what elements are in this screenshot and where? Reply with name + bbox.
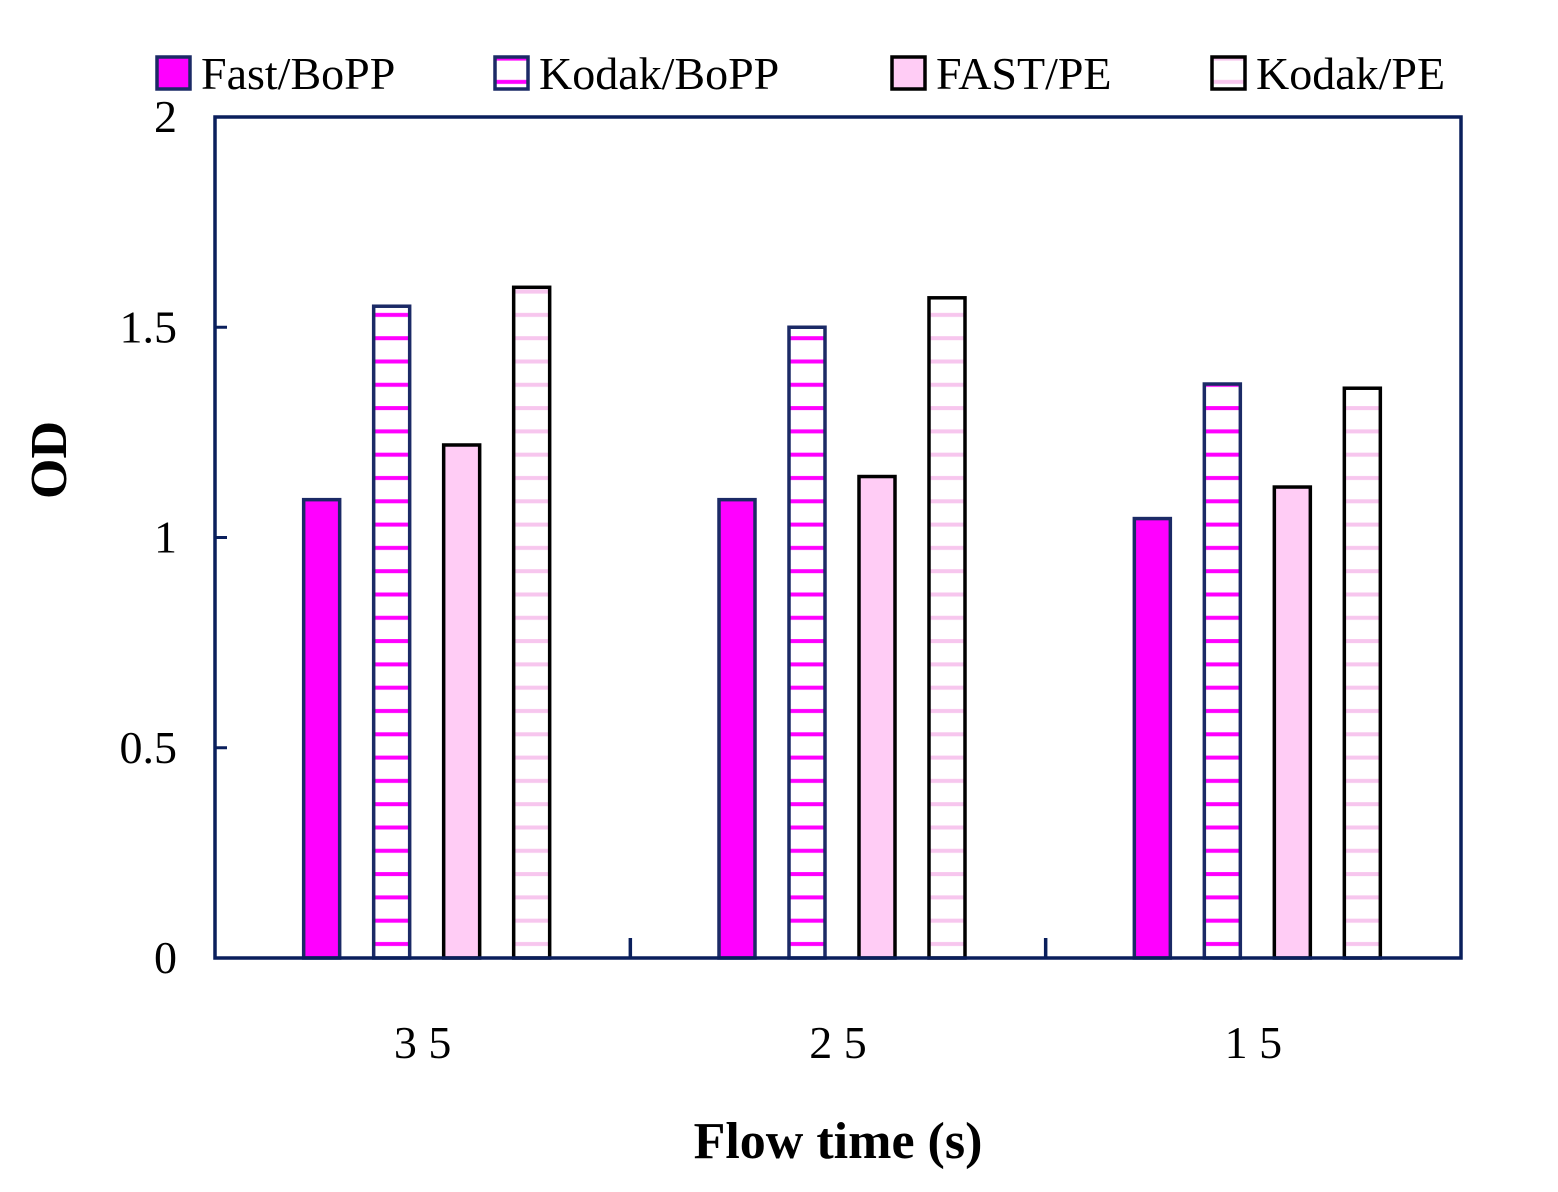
y-tick-label: 1.5 <box>120 301 178 352</box>
y-tick-label: 2 <box>154 91 177 142</box>
bar-fast-pe-3-5 <box>441 443 482 960</box>
bar-fast-bopp-1-5 <box>1132 516 1173 960</box>
bar-kodak-bopp-2-5 <box>787 325 827 960</box>
labels: 0 0.5 1 1.5 2 3 5 2 5 1 5 Flow time (s) OD <box>21 91 1282 1170</box>
x-tick-label-3-5: 3 5 <box>394 1017 452 1068</box>
legend-swatch-kodak-pe <box>1210 55 1247 91</box>
bar-fast-bopp-2-5 <box>717 497 757 960</box>
bar-fast-pe-2-5 <box>857 474 897 960</box>
legend-label-fast-bopp: Fast/BoPP <box>201 48 395 99</box>
legend-label-kodak-pe: Kodak/PE <box>1256 48 1445 99</box>
bar-fast-bopp-3-5 <box>301 497 342 960</box>
bar-kodak-bopp-1-5 <box>1202 382 1243 960</box>
x-tick-label-1-5: 1 5 <box>1225 1017 1283 1068</box>
legend-swatch-fast-bopp <box>155 55 192 91</box>
y-axis-title: OD <box>21 421 78 499</box>
y-tick-label: 1 <box>154 512 177 563</box>
axes <box>213 115 1463 960</box>
x-axis-title: Flow time (s) <box>694 1113 983 1170</box>
legend-entry-fast-pe: FAST/PE <box>890 48 1112 99</box>
y-tick-label: 0 <box>154 932 177 983</box>
bar-fast-pe-1-5 <box>1272 485 1313 960</box>
bar-kodak-pe-3-5 <box>511 285 552 960</box>
legend-entry-kodak-pe: Kodak/PE <box>1210 48 1445 99</box>
legend: Fast/BoPP Kodak/BoPP FAST/PE Kodak/PE <box>155 48 1445 99</box>
bar-kodak-pe-1-5 <box>1342 386 1383 960</box>
y-tick-label: 0.5 <box>120 722 178 773</box>
legend-entry-fast-bopp: Fast/BoPP <box>155 48 395 99</box>
legend-swatch-kodak-bopp <box>493 55 530 91</box>
bar-kodak-pe-2-5 <box>927 296 967 960</box>
legend-entry-kodak-bopp: Kodak/BoPP <box>493 48 779 99</box>
legend-label-fast-pe: FAST/PE <box>936 48 1112 99</box>
legend-label-kodak-bopp: Kodak/BoPP <box>539 48 779 99</box>
legend-swatch-fast-pe <box>890 55 927 91</box>
bars <box>301 285 1383 960</box>
bar-kodak-bopp-3-5 <box>371 304 412 960</box>
x-tick-label-2-5: 2 5 <box>809 1017 867 1068</box>
